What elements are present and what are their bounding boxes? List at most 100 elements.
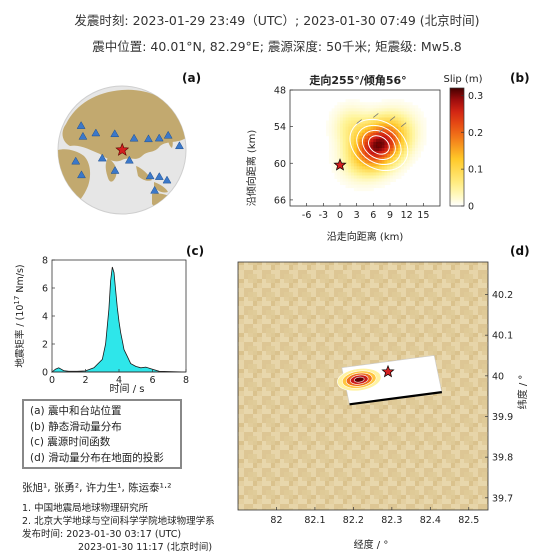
slip-cell <box>392 163 396 167</box>
slip-cell <box>340 154 344 158</box>
slip-cell <box>384 123 388 128</box>
slip-cell <box>406 120 410 124</box>
slip-cell <box>376 111 380 115</box>
slip-cell <box>356 126 360 131</box>
epicenter-star <box>381 364 395 378</box>
affiliation-1: 1. 中国地震局地球物理研究所 <box>22 503 149 514</box>
slip-cell <box>403 120 408 124</box>
legend-item: (d) 滑动量分布在地面的投影 <box>30 451 164 464</box>
slip-cell <box>345 117 349 121</box>
slip-cell <box>348 105 352 109</box>
slip-cell <box>334 132 338 137</box>
slip-cell <box>403 141 408 146</box>
slip-cell <box>398 166 402 170</box>
slip-cell <box>359 160 363 164</box>
slip-cell <box>409 132 413 137</box>
max-slip-marker <box>375 141 383 148</box>
slip-cell <box>398 138 402 143</box>
slip-cell <box>378 175 383 179</box>
slip-cell <box>353 141 358 146</box>
slip-cell <box>395 123 399 128</box>
slip-cell <box>359 163 363 167</box>
slip-cell <box>362 181 366 186</box>
slip-cell <box>390 111 394 115</box>
slip-cell <box>337 144 341 149</box>
slip-cell <box>381 114 385 118</box>
slip-cell <box>401 157 405 161</box>
slip-cell <box>373 157 377 161</box>
slip-cell <box>409 129 413 134</box>
station-marker <box>76 121 86 129</box>
slip-cell <box>348 117 352 121</box>
station-marker <box>129 133 139 142</box>
slip-cell <box>328 138 333 143</box>
slip-cell <box>417 114 421 118</box>
slip-cell <box>381 178 385 182</box>
slip-cell <box>395 117 399 121</box>
slip-cell <box>356 163 360 167</box>
slip-cell <box>384 154 388 158</box>
slip-cell <box>348 181 352 186</box>
slip-cell <box>415 132 419 137</box>
slip-y-tick-label: 60 <box>274 159 286 170</box>
slip-cell <box>381 126 385 131</box>
slip-cell <box>378 108 383 112</box>
slip-cell <box>378 138 383 143</box>
slip-cell <box>362 160 366 164</box>
slip-cell <box>409 114 413 118</box>
slip-cell <box>342 123 346 128</box>
slip-cell <box>423 123 427 128</box>
station-marker <box>77 170 86 179</box>
slip-cell <box>381 166 385 170</box>
slip-cell <box>348 108 352 112</box>
slip-cell <box>359 154 363 158</box>
panel-label-a: (a) <box>182 71 202 85</box>
slip-cell <box>348 129 352 134</box>
slip-cell <box>412 123 416 128</box>
slip-cell <box>359 117 363 121</box>
slip-cell <box>334 108 338 112</box>
slip-cell <box>334 166 338 170</box>
slip-cell <box>420 117 424 121</box>
slip-cell <box>356 169 360 173</box>
slip-cell <box>409 160 413 164</box>
slip-cell <box>390 144 394 149</box>
slip-cell <box>401 148 405 152</box>
slip-cell <box>376 154 380 158</box>
slip-cell <box>398 135 402 140</box>
slip-cell <box>420 126 424 131</box>
slip-cell <box>409 148 413 152</box>
slip-cell <box>348 123 352 128</box>
slip-cell <box>370 163 374 167</box>
station-marker <box>175 141 184 150</box>
slip-cell <box>381 120 385 124</box>
slip-cell <box>351 175 355 179</box>
slip-cell <box>403 117 408 121</box>
slip-cell <box>395 99 399 103</box>
slip-cell <box>390 151 394 155</box>
slip-cell <box>412 135 416 140</box>
slip-cell <box>376 160 380 164</box>
slip-cell <box>356 108 360 112</box>
slip-cell <box>337 157 341 161</box>
surface-x-tick-label: 82.4 <box>420 515 441 526</box>
slip-cell <box>406 138 410 143</box>
slip-cell <box>342 141 346 146</box>
slip-cell <box>401 108 405 112</box>
slip-cell <box>345 178 349 182</box>
slip-cell <box>409 111 413 115</box>
slip-cell <box>331 151 335 155</box>
slip-cell <box>406 117 410 121</box>
slip-cell <box>406 114 410 118</box>
slip-cell <box>342 126 346 131</box>
slip-cell <box>403 163 408 167</box>
stf-y-tick-label: 6 <box>42 284 48 295</box>
slip-cell <box>362 157 366 161</box>
slip-cell <box>362 111 366 115</box>
station-marker <box>71 156 81 165</box>
slip-cell <box>362 187 366 192</box>
slip-cell <box>345 132 349 137</box>
slip-cell <box>328 148 333 152</box>
slip-cell <box>359 184 363 189</box>
slip-contour <box>367 135 390 155</box>
